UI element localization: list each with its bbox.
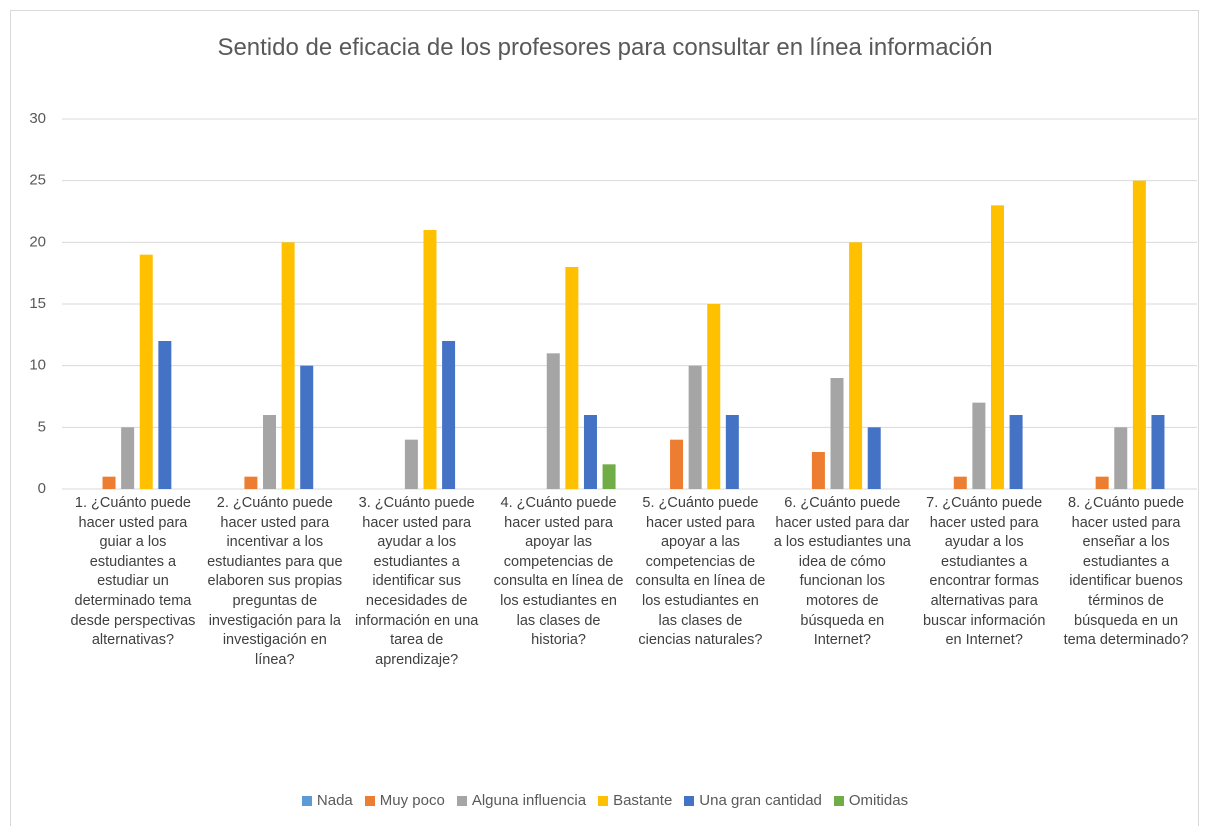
y-tick-label: 20 — [29, 233, 46, 250]
legend-label: Muy poco — [379, 792, 445, 809]
bar — [725, 415, 739, 489]
legend-swatch — [456, 795, 467, 806]
chart-frame — [10, 10, 1199, 826]
legend-swatch — [598, 795, 609, 806]
legend-swatch — [833, 795, 844, 806]
bar — [1009, 415, 1023, 489]
x-tick-label: 1. ¿Cuánto puede hacer usted para guiar … — [70, 495, 196, 649]
bar — [263, 415, 277, 489]
x-tick-label: 3. ¿Cuánto puede hacer usted para ayudar… — [355, 495, 479, 668]
y-tick-label: 30 — [29, 110, 46, 127]
bar — [102, 476, 116, 489]
bar — [1114, 427, 1128, 489]
legend-label: Omitidas — [848, 792, 909, 809]
bar — [811, 452, 825, 489]
bar — [1151, 415, 1165, 489]
bar — [139, 254, 153, 489]
legend-swatch — [684, 795, 695, 806]
bar — [972, 402, 986, 489]
legend-label: Alguna influencia — [471, 792, 587, 809]
bar — [849, 242, 863, 489]
bar — [404, 439, 418, 489]
x-tick-label: 8. ¿Cuánto puede hacer usted para enseña… — [1063, 495, 1189, 649]
y-tick-label: 25 — [29, 172, 46, 189]
bar — [546, 353, 560, 489]
legend-item: Alguna influencia — [456, 792, 587, 809]
legend-swatch — [301, 795, 312, 806]
x-tick-label: 2. ¿Cuánto puede hacer usted para incent… — [207, 495, 343, 668]
bar — [442, 341, 456, 489]
legend-item: Muy poco — [364, 792, 445, 809]
bar — [990, 205, 1004, 490]
bar — [1132, 180, 1146, 489]
x-tick-label: 5. ¿Cuánto puede hacer usted para apoyar… — [635, 495, 766, 649]
bar — [602, 464, 616, 489]
legend-item: Bastante — [598, 792, 672, 809]
legend-swatch — [364, 795, 375, 806]
legend-item: Nada — [301, 792, 353, 809]
bar — [707, 304, 721, 489]
bar — [423, 230, 437, 489]
bar — [281, 242, 295, 489]
x-tick-label: 6. ¿Cuánto puede hacer usted para dar a … — [773, 495, 911, 649]
bar — [670, 439, 684, 489]
y-tick-label: 15 — [29, 295, 46, 312]
bar — [121, 427, 135, 489]
bar — [830, 378, 844, 489]
legend-item: Una gran cantidad — [684, 792, 822, 809]
legend-label: Nada — [316, 792, 353, 809]
bar — [867, 427, 881, 489]
y-tick-label: 5 — [38, 418, 46, 435]
legend-label: Bastante — [613, 792, 673, 809]
bar — [158, 341, 172, 489]
x-tick-label: 4. ¿Cuánto puede hacer usted para apoyar… — [493, 495, 624, 649]
y-tick-label: 0 — [38, 480, 46, 497]
bar — [953, 476, 967, 489]
x-tick-label: 7. ¿Cuánto puede hacer usted para ayudar… — [922, 495, 1046, 649]
bar — [583, 415, 597, 489]
bar — [244, 476, 258, 489]
bar — [300, 365, 314, 489]
legend-label: Una gran cantidad — [699, 792, 822, 809]
legend-item: Omitidas — [833, 792, 909, 809]
bar — [565, 267, 579, 489]
bar — [688, 365, 702, 489]
bar — [1095, 476, 1109, 489]
legend: Nada Muy poco Alguna influencia Bastante Una… — [0, 792, 1210, 809]
chart-title: Sentido de eficacia de los profesores pa… — [217, 34, 993, 61]
y-tick-label: 10 — [29, 357, 46, 374]
